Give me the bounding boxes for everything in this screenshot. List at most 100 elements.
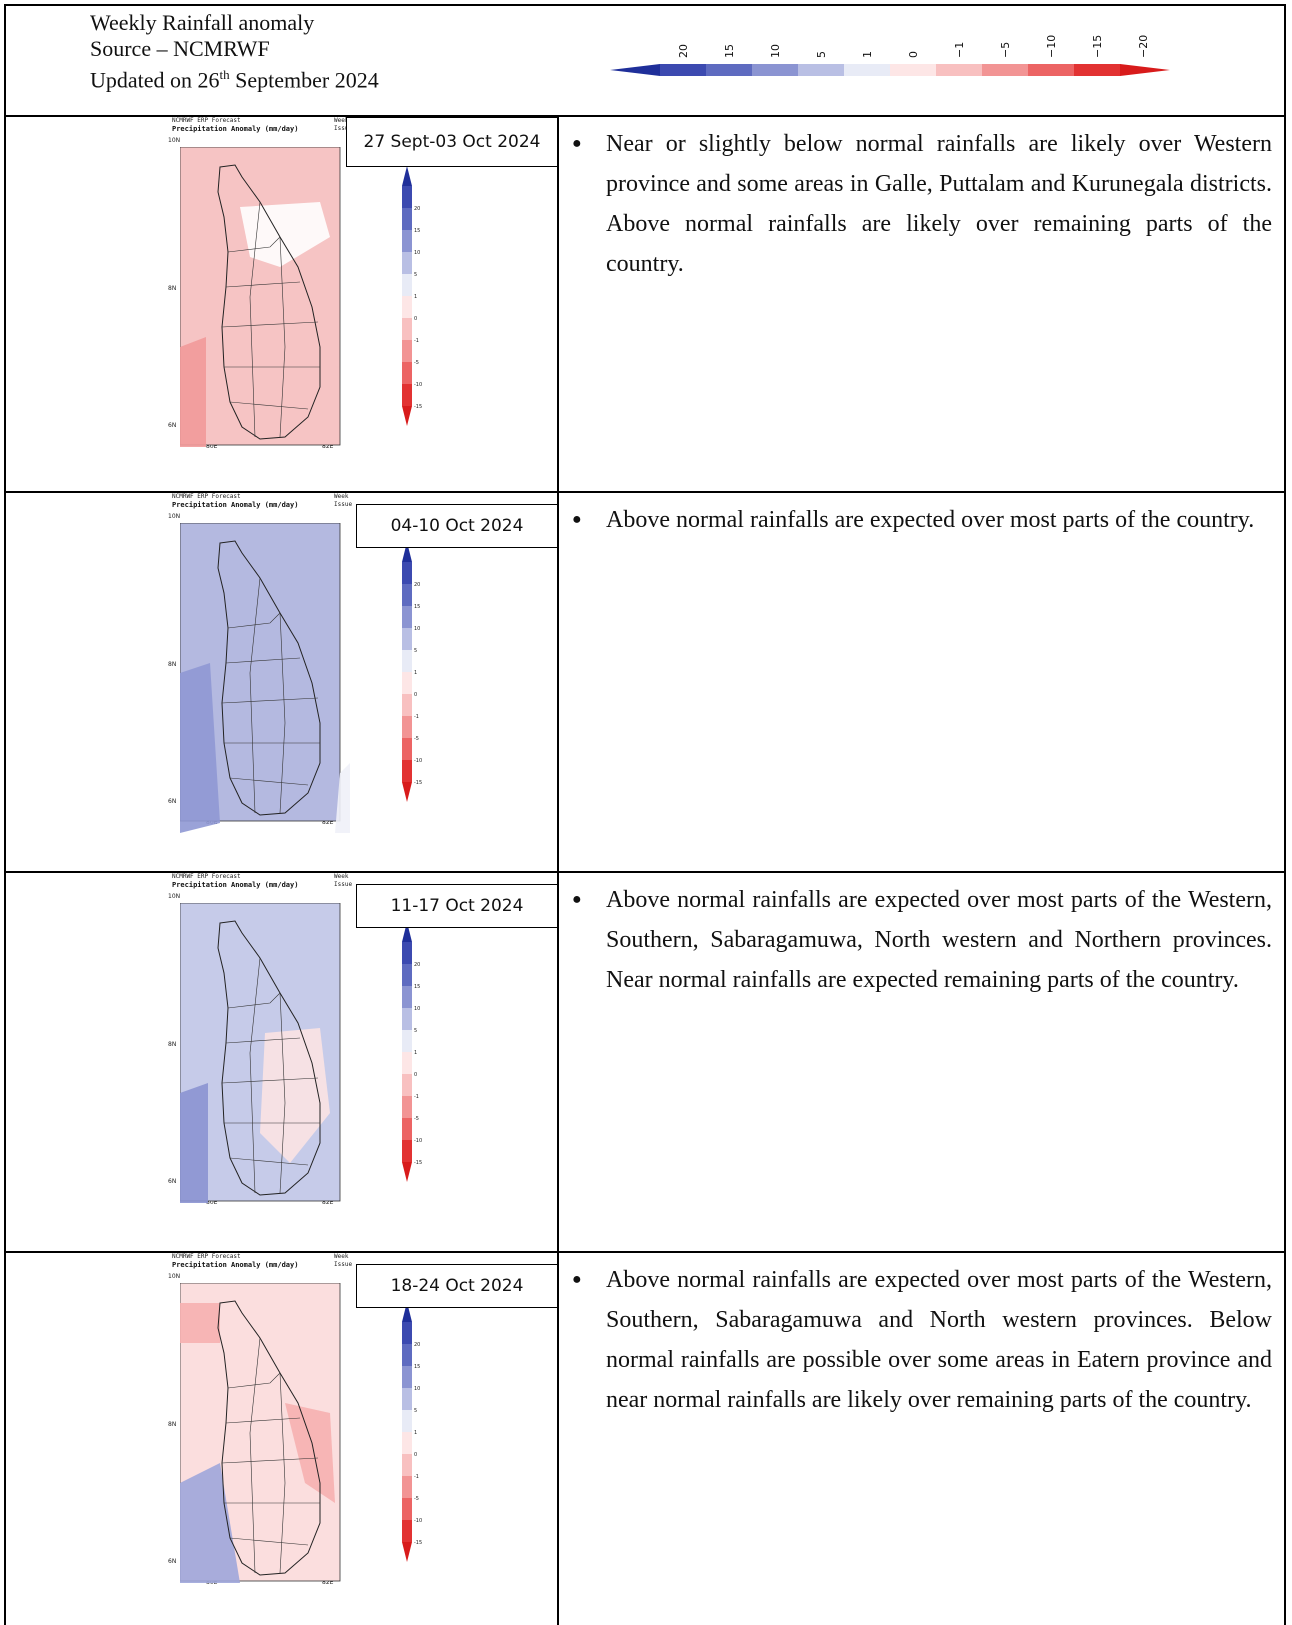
legend-label: 10 bbox=[414, 1386, 420, 1392]
legend-label: 1 bbox=[414, 1050, 417, 1056]
forecast-description: ● Above normal rainfalls are expected ove… bbox=[572, 880, 1272, 1000]
divider bbox=[4, 871, 1286, 873]
district-boundary bbox=[279, 1372, 286, 1574]
legend-label: -15 bbox=[414, 780, 422, 786]
column-divider bbox=[557, 116, 559, 1625]
forecast-description: ● Above normal rainfalls are expected ove… bbox=[572, 1260, 1272, 1420]
legend-label: 0 bbox=[414, 1452, 417, 1458]
legend-swatch bbox=[402, 942, 412, 965]
map-week-label: Week bbox=[334, 873, 349, 880]
legend-arrow-right bbox=[1120, 64, 1170, 76]
legend-label: 5 bbox=[414, 1028, 417, 1034]
legend-arrow-down bbox=[402, 1162, 412, 1182]
map-caption: NCMRWF ERP Forecast bbox=[172, 117, 241, 124]
legend-label: -10 bbox=[414, 382, 422, 388]
legend-label: 15 bbox=[414, 984, 420, 990]
legend-label: 10 bbox=[414, 1006, 420, 1012]
legend-swatch bbox=[402, 274, 412, 297]
map-caption: NCMRWF ERP Forecast bbox=[172, 873, 241, 880]
forecast-map: NCMRWF ERP Forecast Precipitation Anomal… bbox=[168, 493, 375, 853]
lat-tick: 8N bbox=[168, 1041, 177, 1048]
district-boundary bbox=[227, 1372, 281, 1389]
country-outline bbox=[217, 164, 321, 440]
legend-label: -5 bbox=[414, 1116, 419, 1122]
forecast-text: Near or slightly below normal rainfalls … bbox=[606, 131, 1272, 277]
map-issue-label: Issue bbox=[334, 501, 353, 508]
legend-label: -15 bbox=[414, 1540, 422, 1546]
legend-swatch bbox=[402, 1454, 412, 1477]
legend-swatch bbox=[660, 64, 707, 76]
legend-arrow-up bbox=[402, 542, 412, 562]
district-boundary bbox=[225, 657, 301, 664]
legend-swatch bbox=[844, 64, 891, 76]
map-title: Precipitation Anomaly (mm/day) bbox=[172, 501, 299, 509]
anomaly-region bbox=[180, 1463, 240, 1583]
forecast-week-label: 18-24 Oct 2024 bbox=[356, 1264, 558, 1308]
bullet-icon: ● bbox=[572, 135, 582, 152]
legend-swatch bbox=[402, 964, 412, 987]
legend-label: 1 bbox=[861, 51, 874, 58]
district-boundary bbox=[249, 201, 261, 438]
district-boundary bbox=[249, 1337, 261, 1574]
legend-label: 0 bbox=[414, 692, 417, 698]
lat-tick: 8N bbox=[168, 285, 177, 292]
map-issue-label: Issue bbox=[334, 125, 353, 132]
legend-swatch bbox=[402, 1410, 412, 1433]
legend-swatch bbox=[1028, 64, 1075, 76]
legend-swatch bbox=[402, 760, 412, 783]
lat-tick: 6N bbox=[168, 1178, 177, 1185]
legend-label: −1 bbox=[953, 42, 966, 58]
legend-label: 0 bbox=[414, 316, 417, 322]
legend-swatch bbox=[402, 1520, 412, 1543]
legend-swatch bbox=[798, 64, 845, 76]
lon-tick: 82E bbox=[322, 1579, 334, 1586]
legend-label: 15 bbox=[723, 44, 736, 58]
legend-label: 10 bbox=[769, 44, 782, 58]
legend-label: 1 bbox=[414, 670, 417, 676]
legend-swatch bbox=[890, 64, 937, 76]
map-title: Precipitation Anomaly (mm/day) bbox=[172, 1261, 299, 1269]
anomaly-region bbox=[180, 337, 206, 447]
district-boundary bbox=[221, 321, 319, 328]
legend-swatch bbox=[402, 1322, 412, 1345]
legend-swatch bbox=[402, 1074, 412, 1097]
legend-swatch bbox=[402, 716, 412, 739]
legend-label: -5 bbox=[414, 1496, 419, 1502]
map-week-label: Week bbox=[334, 1253, 349, 1260]
anomaly-region bbox=[260, 1028, 330, 1163]
legend-label: -5 bbox=[414, 360, 419, 366]
legend-label: -1 bbox=[414, 338, 419, 344]
header-block: Weekly Rainfall anomaly Source – NCMRWF … bbox=[90, 10, 379, 93]
legend-label: -5 bbox=[414, 736, 419, 742]
district-boundary bbox=[229, 1157, 309, 1166]
legend-label: 0 bbox=[907, 51, 920, 58]
legend-swatch bbox=[402, 1008, 412, 1031]
legend-swatch bbox=[402, 1388, 412, 1411]
legend-swatch bbox=[706, 64, 753, 76]
map-issue-label: Issue bbox=[334, 1261, 353, 1268]
map-week-label: Week bbox=[334, 117, 349, 124]
map-title: Precipitation Anomaly (mm/day) bbox=[172, 125, 299, 133]
legend-swatch bbox=[402, 650, 412, 673]
district-boundary bbox=[279, 236, 286, 438]
divider bbox=[4, 4, 1286, 6]
legend-swatch bbox=[402, 1118, 412, 1141]
legend-label: 15 bbox=[414, 604, 420, 610]
legend-label: -15 bbox=[414, 404, 422, 410]
legend-swatch bbox=[1074, 64, 1121, 76]
legend-swatch bbox=[402, 1476, 412, 1499]
legend-swatch bbox=[402, 694, 412, 717]
map-plot bbox=[180, 1283, 341, 1583]
lat-tick: 10N bbox=[168, 893, 181, 900]
legend-label: -10 bbox=[414, 758, 422, 764]
header-updated: Updated on 26th September 2024 bbox=[90, 67, 379, 93]
anomaly-region bbox=[180, 663, 220, 833]
legend-swatch bbox=[402, 672, 412, 695]
forecast-week-label: 04-10 Oct 2024 bbox=[356, 504, 558, 548]
lat-tick: 8N bbox=[168, 661, 177, 668]
legend-swatch bbox=[402, 230, 412, 253]
